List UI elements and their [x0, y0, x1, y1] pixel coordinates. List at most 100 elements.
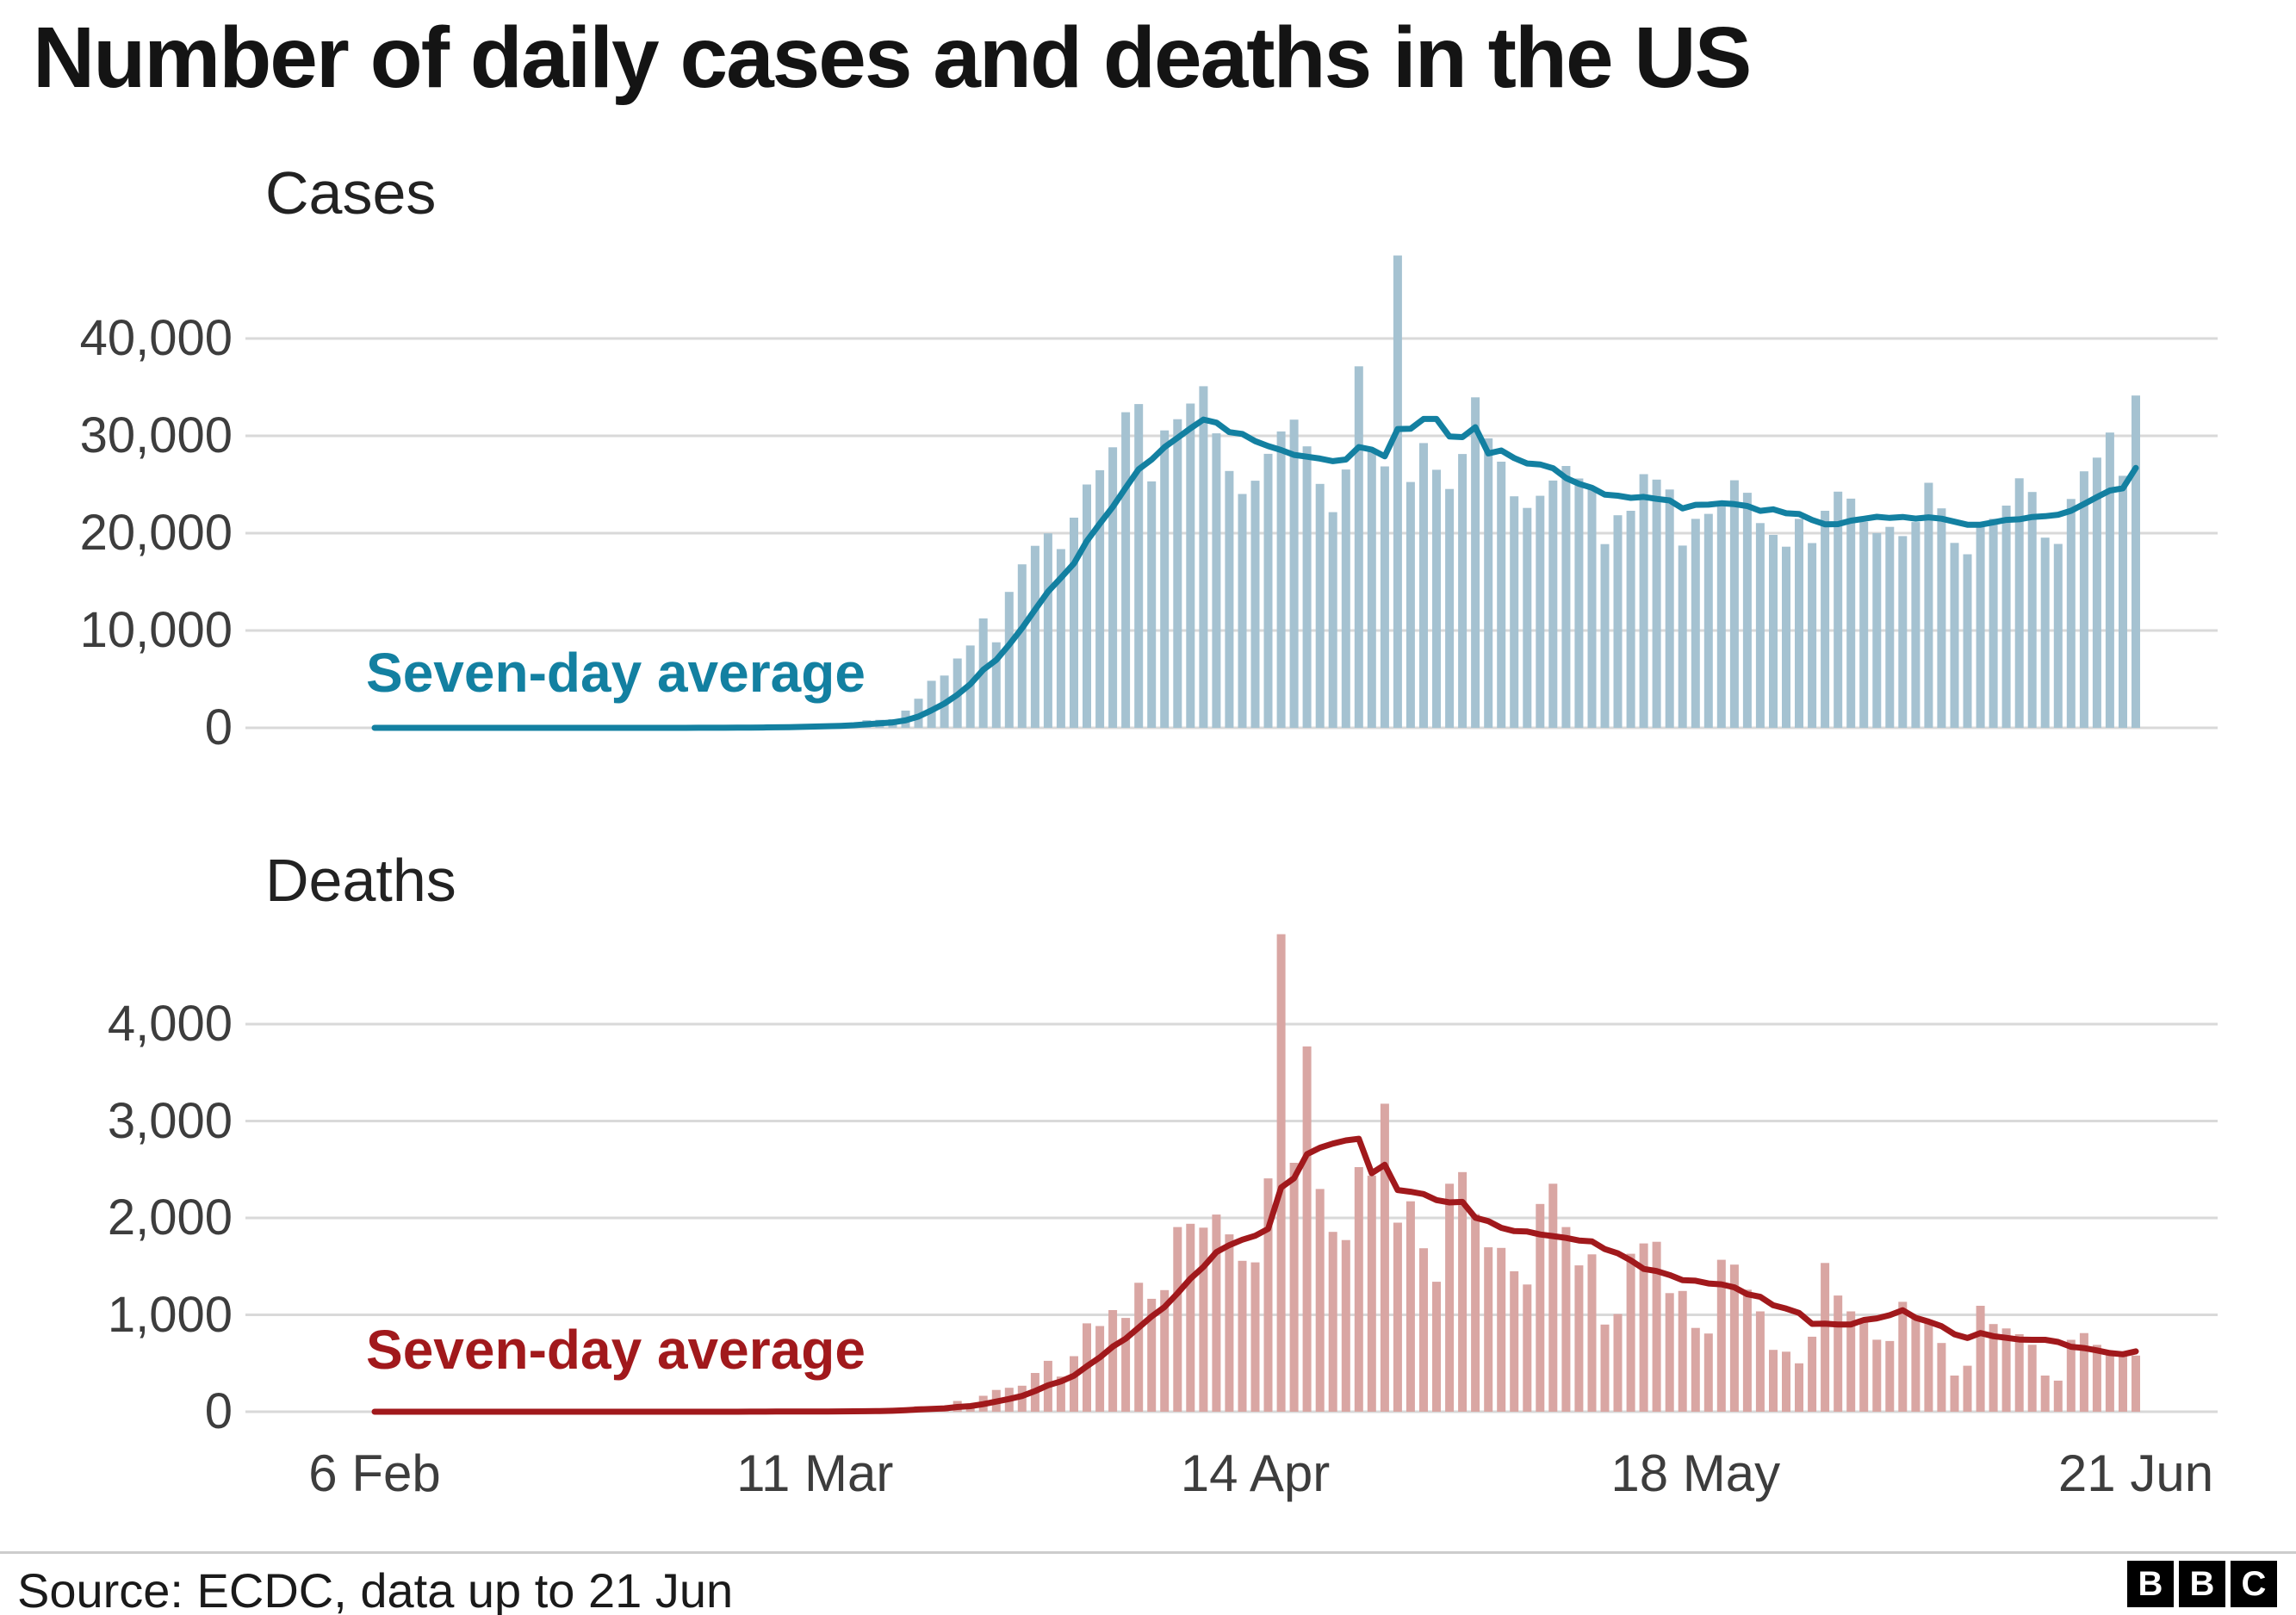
- cases-daily-bar: [1639, 474, 1648, 728]
- cases-daily-bar: [1548, 480, 1558, 728]
- deaths-daily-bar: [1703, 1333, 1713, 1412]
- deaths-daily-bar: [2132, 1355, 2140, 1413]
- deaths-daily-bar: [1432, 1282, 1441, 1412]
- cases-daily-bar: [1367, 450, 1376, 728]
- cases-daily-bar: [1186, 403, 1195, 728]
- deaths-daily-bar: [1458, 1171, 1468, 1412]
- cases-daily-bar: [1626, 511, 1635, 728]
- cases-seven-day-average-line: [371, 415, 2139, 731]
- deaths-daily-bar: [2119, 1352, 2127, 1412]
- cases-daily-bar: [1419, 443, 1428, 728]
- x-tick-label: 11 Mar: [736, 1444, 894, 1502]
- cases-daily-bar: [1536, 495, 1545, 728]
- deaths-daily-bar: [1212, 1214, 1221, 1412]
- deaths-daily-bar: [1976, 1306, 1985, 1412]
- cases-daily-bar: [1652, 479, 1661, 728]
- deaths-daily-bar: [1846, 1311, 1856, 1412]
- deaths-y-tick-label: 2,000: [107, 1190, 233, 1245]
- cases-daily-bar: [1147, 481, 1157, 728]
- deaths-daily-bar: [1263, 1178, 1273, 1412]
- cases-daily-bar: [1742, 493, 1752, 728]
- cases-daily-bar: [1561, 466, 1571, 728]
- cases-daily-bar: [1497, 462, 1506, 728]
- deaths-daily-bar: [1445, 1183, 1455, 1412]
- deaths-daily-bar: [1276, 934, 1286, 1412]
- cases-daily-bar: [1432, 469, 1441, 728]
- cases-daily-bar: [1613, 515, 1623, 728]
- cases-daily-bar: [1872, 532, 1882, 728]
- cases-daily-bar: [1095, 469, 1105, 728]
- cases-daily-bar: [1121, 412, 1131, 728]
- cases-daily-bar: [1834, 491, 1843, 728]
- cases-daily-bar: [1691, 519, 1700, 728]
- cases-daily-bar: [1782, 546, 1790, 728]
- cases-y-tick-label: 0: [204, 699, 233, 755]
- deaths-daily-bar: [2014, 1334, 2024, 1412]
- deaths-daily-bar: [1238, 1260, 1247, 1412]
- x-tick-label: 6 Feb: [308, 1444, 441, 1502]
- cases-daily-bar: [1471, 397, 1480, 728]
- cases-daily-bar: [1250, 481, 1260, 728]
- cases-daily-bar: [1276, 431, 1286, 728]
- cases-daily-bar: [2027, 492, 2037, 728]
- deaths-daily-bar: [1691, 1327, 1700, 1412]
- cases-daily-bar: [1070, 518, 1078, 728]
- deaths-daily-bar: [1678, 1290, 1687, 1412]
- cases-daily-bar: [1729, 480, 1739, 728]
- deaths-y-tick-label: 0: [204, 1383, 233, 1439]
- x-tick-label: 21 Jun: [2057, 1444, 2214, 1502]
- deaths-daily-bar: [1484, 1247, 1493, 1412]
- cases-daily-bar: [2079, 471, 2088, 728]
- deaths-daily-bar: [2040, 1376, 2050, 1412]
- deaths-daily-bar: [1315, 1189, 1325, 1412]
- cases-daily-bar: [1212, 433, 1221, 728]
- cases-daily-bar: [1108, 447, 1118, 728]
- deaths-daily-bar: [2105, 1352, 2114, 1412]
- cases-daily-bar: [1911, 522, 1921, 728]
- deaths-daily-bar: [1406, 1201, 1415, 1412]
- bbc-logo-block-c: C: [2231, 1561, 2277, 1607]
- deaths-daily-bar: [1471, 1214, 1480, 1412]
- deaths-daily-bar: [1821, 1263, 1830, 1412]
- deaths-seven-day-average-label: Seven-day average: [366, 1319, 866, 1381]
- deaths-daily-bar: [1134, 1283, 1144, 1412]
- cases-daily-bar: [1328, 512, 1337, 728]
- deaths-daily-bar: [1652, 1241, 1661, 1412]
- cases-daily-bar: [1341, 469, 1350, 728]
- cases-daily-bar: [1083, 484, 1091, 728]
- cases-daily-bar: [1004, 592, 1014, 728]
- page-title: Number of daily cases and deaths in the …: [33, 9, 1752, 106]
- deaths-daily-bar: [1574, 1265, 1584, 1412]
- cases-daily-bar: [1445, 488, 1455, 728]
- deaths-daily-bar: [1613, 1314, 1623, 1412]
- deaths-daily-bar: [1225, 1234, 1234, 1412]
- cases-daily-bar: [1716, 500, 1726, 728]
- cases-daily-bar: [1821, 511, 1830, 728]
- cases-y-tick-label: 40,000: [79, 310, 233, 366]
- cases-daily-bar: [1769, 535, 1778, 728]
- deaths-daily-bar: [1950, 1376, 1959, 1412]
- cases-daily-bar: [1924, 482, 1933, 728]
- cases-daily-bar: [1289, 419, 1299, 728]
- cases-daily-bar: [1523, 507, 1532, 728]
- deaths-daily-bar: [2027, 1345, 2037, 1412]
- deaths-daily-bar: [1782, 1351, 1790, 1413]
- deaths-daily-bar: [1289, 1163, 1299, 1412]
- cases-daily-bar: [1587, 489, 1597, 728]
- deaths-daily-bar: [1924, 1322, 1933, 1412]
- cases-daily-bar: [1160, 430, 1170, 728]
- deaths-daily-bar: [2066, 1339, 2076, 1412]
- deaths-daily-bar: [1302, 1046, 1312, 1412]
- deaths-daily-bar: [1729, 1264, 1739, 1412]
- deaths-daily-bar: [1548, 1183, 1558, 1412]
- deaths-daily-bar: [1380, 1103, 1389, 1412]
- cases-daily-bar: [2105, 432, 2114, 728]
- deaths-daily-bar: [1769, 1350, 1778, 1412]
- cases-daily-bar: [1976, 526, 1985, 728]
- deaths-daily-bar: [1419, 1248, 1428, 1412]
- cases-y-tick-label: 30,000: [79, 407, 233, 463]
- deaths-daily-bar: [1834, 1295, 1843, 1412]
- deaths-daily-bar: [1147, 1298, 1157, 1412]
